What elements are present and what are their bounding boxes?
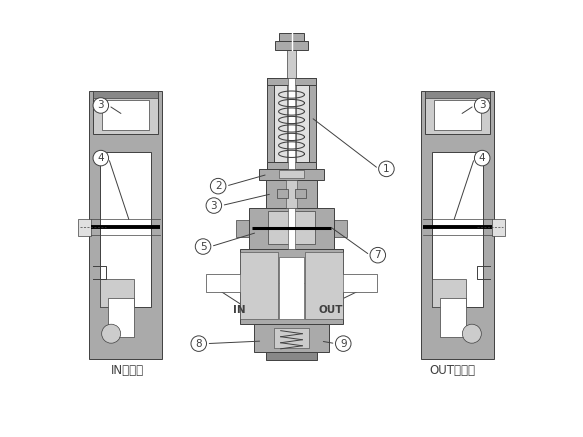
Bar — [240, 252, 278, 319]
Bar — [237, 219, 253, 237]
Bar — [100, 152, 151, 307]
Bar — [275, 41, 308, 50]
Text: 5: 5 — [200, 242, 206, 252]
Circle shape — [462, 324, 482, 343]
Circle shape — [370, 247, 385, 263]
Bar — [266, 180, 317, 208]
Bar — [266, 78, 317, 85]
Text: 2: 2 — [215, 181, 222, 191]
Bar — [432, 152, 483, 307]
Bar — [425, 91, 490, 98]
Text: IN: IN — [233, 305, 245, 315]
Bar — [279, 33, 304, 41]
Circle shape — [195, 239, 211, 254]
Bar — [78, 218, 91, 236]
Text: 3: 3 — [479, 101, 486, 111]
Text: 9: 9 — [340, 339, 346, 349]
Text: 4: 4 — [97, 153, 104, 163]
Bar — [286, 180, 297, 208]
Bar — [421, 91, 494, 359]
Bar — [274, 328, 309, 348]
Text: 4: 4 — [479, 153, 486, 163]
Text: OUT側通路: OUT側通路 — [429, 364, 475, 377]
Bar — [266, 163, 317, 169]
Circle shape — [475, 98, 490, 113]
Circle shape — [206, 198, 222, 213]
Bar — [101, 100, 149, 130]
Circle shape — [210, 178, 226, 194]
Bar — [279, 170, 304, 177]
Bar — [338, 274, 377, 292]
Bar — [308, 78, 317, 169]
Text: OUT: OUT — [318, 305, 343, 315]
Circle shape — [93, 98, 108, 113]
Circle shape — [101, 324, 121, 343]
Circle shape — [191, 336, 206, 351]
Bar — [287, 50, 296, 171]
Circle shape — [378, 161, 394, 177]
Bar — [275, 85, 308, 163]
Bar — [432, 279, 466, 307]
Bar — [206, 274, 245, 292]
Bar — [259, 169, 324, 180]
Text: IN側通路: IN側通路 — [111, 364, 144, 377]
Circle shape — [335, 336, 351, 351]
Bar — [266, 352, 317, 360]
Bar — [305, 252, 343, 319]
Bar — [434, 100, 482, 130]
Bar — [278, 189, 288, 198]
Bar — [266, 78, 275, 169]
Bar — [425, 91, 490, 134]
Circle shape — [475, 150, 490, 166]
Bar — [330, 219, 346, 237]
Bar — [93, 91, 158, 98]
Bar — [250, 208, 333, 249]
Bar — [295, 189, 305, 198]
Bar — [89, 91, 162, 359]
Bar — [108, 298, 134, 337]
Bar — [289, 78, 294, 169]
Bar — [440, 298, 466, 337]
Bar — [268, 211, 315, 244]
Bar — [492, 218, 505, 236]
Bar — [279, 257, 304, 319]
Bar — [240, 249, 343, 324]
Text: 3: 3 — [97, 101, 104, 111]
Bar — [93, 91, 158, 134]
Text: 8: 8 — [195, 339, 202, 349]
Bar — [100, 279, 134, 307]
Text: 1: 1 — [383, 164, 389, 174]
Circle shape — [93, 150, 108, 166]
Bar — [254, 324, 329, 352]
Bar — [289, 208, 294, 249]
Text: 7: 7 — [374, 250, 381, 260]
Text: 3: 3 — [210, 201, 217, 211]
